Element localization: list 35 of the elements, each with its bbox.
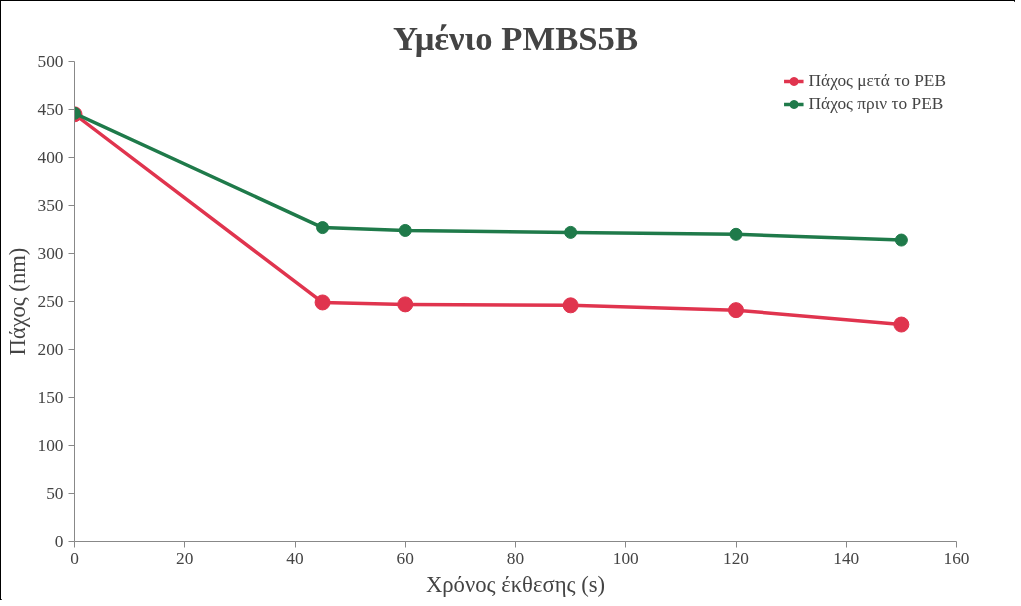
- point: [894, 233, 908, 247]
- y-tick-label: 300: [37, 244, 64, 263]
- point: [397, 296, 414, 313]
- y-tick-label: 450: [37, 100, 64, 119]
- point: [398, 223, 412, 237]
- y-tick-label: 400: [37, 148, 64, 167]
- point: [562, 297, 579, 314]
- y-tick-label: 50: [46, 484, 64, 503]
- legend-label: Πάχος πριν το PEB: [808, 94, 944, 114]
- x-tick-label: 20: [176, 548, 194, 568]
- point: [564, 225, 578, 239]
- y-tick-label: 0: [54, 532, 64, 551]
- y-tick-label: 250: [37, 292, 64, 311]
- y-tick-label: 500: [37, 52, 64, 71]
- x-tick-label: 60: [396, 548, 414, 568]
- y-tick-label: 350: [37, 196, 64, 215]
- y-tick-label: 200: [37, 340, 64, 359]
- legend-label: Πάχος μετά το PEB: [808, 71, 946, 91]
- y-tick-label: 150: [37, 388, 64, 407]
- point: [728, 302, 744, 319]
- point: [729, 227, 743, 241]
- chart-title: Υμένιο PMBS5B: [392, 18, 639, 57]
- x-tick-label: 0: [70, 548, 79, 568]
- x-tick-label: 100: [612, 548, 639, 568]
- x-tick-label: 80: [506, 548, 525, 568]
- point: [314, 294, 331, 311]
- x-tick-label: 140: [833, 548, 860, 568]
- point: [893, 316, 910, 333]
- point: [316, 221, 330, 235]
- y-tick-label: 100: [37, 436, 64, 455]
- x-tick-label: 160: [943, 548, 970, 568]
- y-axis-title: Πάχος (nm): [4, 247, 30, 356]
- x-axis-title: Χρόνος έκθεσης (s): [425, 571, 606, 597]
- x-tick-label: 120: [723, 548, 749, 568]
- x-tick-label: 40: [286, 548, 304, 568]
